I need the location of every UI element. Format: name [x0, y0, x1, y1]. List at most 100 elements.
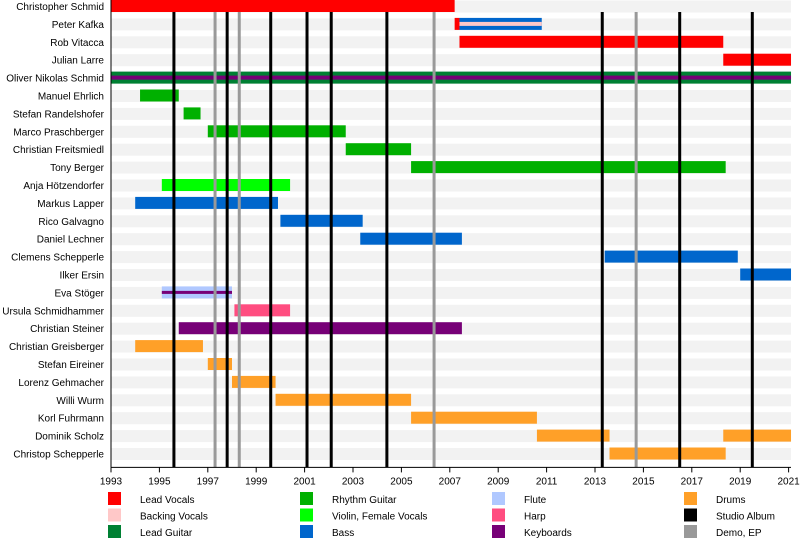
- x-tick-label: 2009: [487, 476, 510, 487]
- x-tick-label: 1997: [197, 476, 220, 487]
- bar-stripe-keyboards: [111, 75, 792, 80]
- legend-swatch-studio_album: [684, 508, 697, 522]
- row-background: [111, 18, 791, 31]
- legend-label-demo: Demo, EP: [716, 528, 762, 539]
- x-tick-label: 2015: [632, 476, 655, 487]
- member-name: Rico Galvagno: [38, 217, 104, 228]
- legend-swatch-drums: [684, 492, 697, 505]
- bar-drums: [609, 447, 726, 460]
- member-name: Marco Praschberger: [13, 127, 104, 138]
- row-background: [111, 197, 791, 210]
- bar-lead_vocals: [459, 35, 724, 48]
- x-tick-label: 1995: [148, 476, 171, 487]
- member-name: Dominik Scholz: [35, 432, 104, 443]
- member-bars: [111, 0, 792, 460]
- bar-bass: [740, 268, 792, 281]
- bar-rhythm_guitar: [183, 107, 201, 120]
- x-tick-label: 2013: [584, 476, 607, 487]
- x-tick-label: 2005: [390, 476, 413, 487]
- member-name: Christian Freitsmiedl: [13, 145, 104, 156]
- legend-label-lead_vocals: Lead Vocals: [140, 495, 195, 506]
- member-name: Tony Berger: [50, 163, 105, 174]
- member-name: Rob Vitacca: [50, 38, 104, 49]
- legend-swatch-lead_guitar: [108, 525, 121, 538]
- member-name: Christopher Schmid: [16, 2, 104, 13]
- row-background: [111, 269, 791, 281]
- bar-drums: [723, 429, 792, 442]
- row-background: [111, 215, 791, 228]
- bar-stripe-keyboards: [161, 290, 232, 294]
- member-name: Stefan Eireiner: [38, 360, 105, 371]
- x-tick-label: 1993: [100, 476, 123, 487]
- legend-swatch-harp: [492, 508, 505, 522]
- member-name: Markus Lapper: [37, 199, 104, 210]
- bar-bass: [135, 196, 278, 209]
- legend-label-keyboards: Keyboards: [524, 528, 572, 539]
- bar-lead_vocals: [723, 53, 792, 66]
- bar-rhythm_guitar: [140, 89, 179, 102]
- member-name: Stefan Randelshofer: [13, 109, 105, 120]
- bar-rhythm_guitar: [411, 161, 726, 174]
- bar-rhythm_guitar: [345, 143, 412, 156]
- bar-keyboards: [178, 322, 462, 335]
- x-tick-label: 2011: [536, 476, 558, 487]
- legend-label-rhythm_guitar: Rhythm Guitar: [332, 495, 397, 506]
- member-name: Lorenz Gehmacher: [18, 378, 104, 389]
- member-name: Clemens Schepperle: [11, 253, 104, 264]
- bar-bass: [604, 250, 738, 263]
- legend-swatch-flute: [492, 492, 505, 505]
- legend-label-drums: Drums: [716, 495, 745, 506]
- member-name: Christian Steiner: [30, 324, 105, 335]
- bar-harp: [234, 304, 291, 317]
- member-name: Christian Greisberger: [9, 342, 105, 353]
- legend-swatch-demo: [684, 525, 697, 538]
- member-name: Ursula Schmidhammer: [2, 306, 104, 317]
- row-background: [111, 340, 791, 353]
- row-background: [111, 394, 791, 407]
- row-background: [111, 304, 791, 317]
- bar-drums: [232, 375, 276, 388]
- x-tick-label: 2019: [729, 476, 752, 487]
- row-background: [111, 107, 791, 120]
- member-name: Eva Stöger: [55, 288, 105, 299]
- bar-bass: [360, 232, 462, 245]
- row-background: [111, 358, 791, 371]
- member-name: Christop Schepperle: [13, 450, 104, 461]
- x-tick-label: 2001: [293, 476, 316, 487]
- legend-swatch-rhythm_guitar: [300, 492, 313, 505]
- bar-drums: [275, 393, 412, 406]
- x-axis: 1993 1995 1997 1999 2001 2003 2005 2007 2009 2011…: [100, 0, 800, 487]
- legend-label-violin: Violin, Female Vocals: [332, 512, 427, 523]
- bar-drums: [536, 429, 610, 442]
- member-name: Manuel Ehrlich: [38, 92, 104, 103]
- legend-label-studio_album: Studio Album: [716, 512, 775, 523]
- member-name: Peter Kafka: [52, 20, 105, 31]
- row-background: [111, 54, 791, 67]
- release-lines: [172, 12, 754, 468]
- member-name: Daniel Lechner: [37, 235, 105, 246]
- row-background: [111, 286, 791, 299]
- legend-label-bass: Bass: [332, 528, 354, 539]
- legend-swatch-violin: [300, 508, 313, 522]
- legend-label-harp: Harp: [524, 512, 546, 523]
- legend-swatch-keyboards: [492, 525, 505, 538]
- member-name: Korl Fuhrmann: [38, 414, 104, 425]
- x-tick-label: 2017: [681, 476, 704, 487]
- row-background: [111, 143, 791, 156]
- member-name: Julian Larre: [52, 56, 105, 67]
- x-tick-label: 2003: [342, 476, 365, 487]
- x-tick-label: 2007: [439, 476, 462, 487]
- row-background: [111, 376, 791, 389]
- bar-lead_vocals: [454, 17, 460, 30]
- row-background: [111, 90, 791, 102]
- member-labels: Christopher Schmid Peter Kafka Rob Vitacca…: [2, 2, 104, 461]
- row-backgrounds: [111, 0, 791, 460]
- member-name: Ilker Ersin: [60, 271, 104, 282]
- x-tick-label: 1999: [245, 476, 268, 487]
- member-name: Oliver Nikolas Schmid: [6, 74, 104, 85]
- legend-label-flute: Flute: [524, 495, 547, 506]
- member-name: Willi Wurm: [56, 396, 104, 407]
- legend-label-backing_vocals: Backing Vocals: [140, 512, 208, 523]
- row-background: [111, 430, 791, 443]
